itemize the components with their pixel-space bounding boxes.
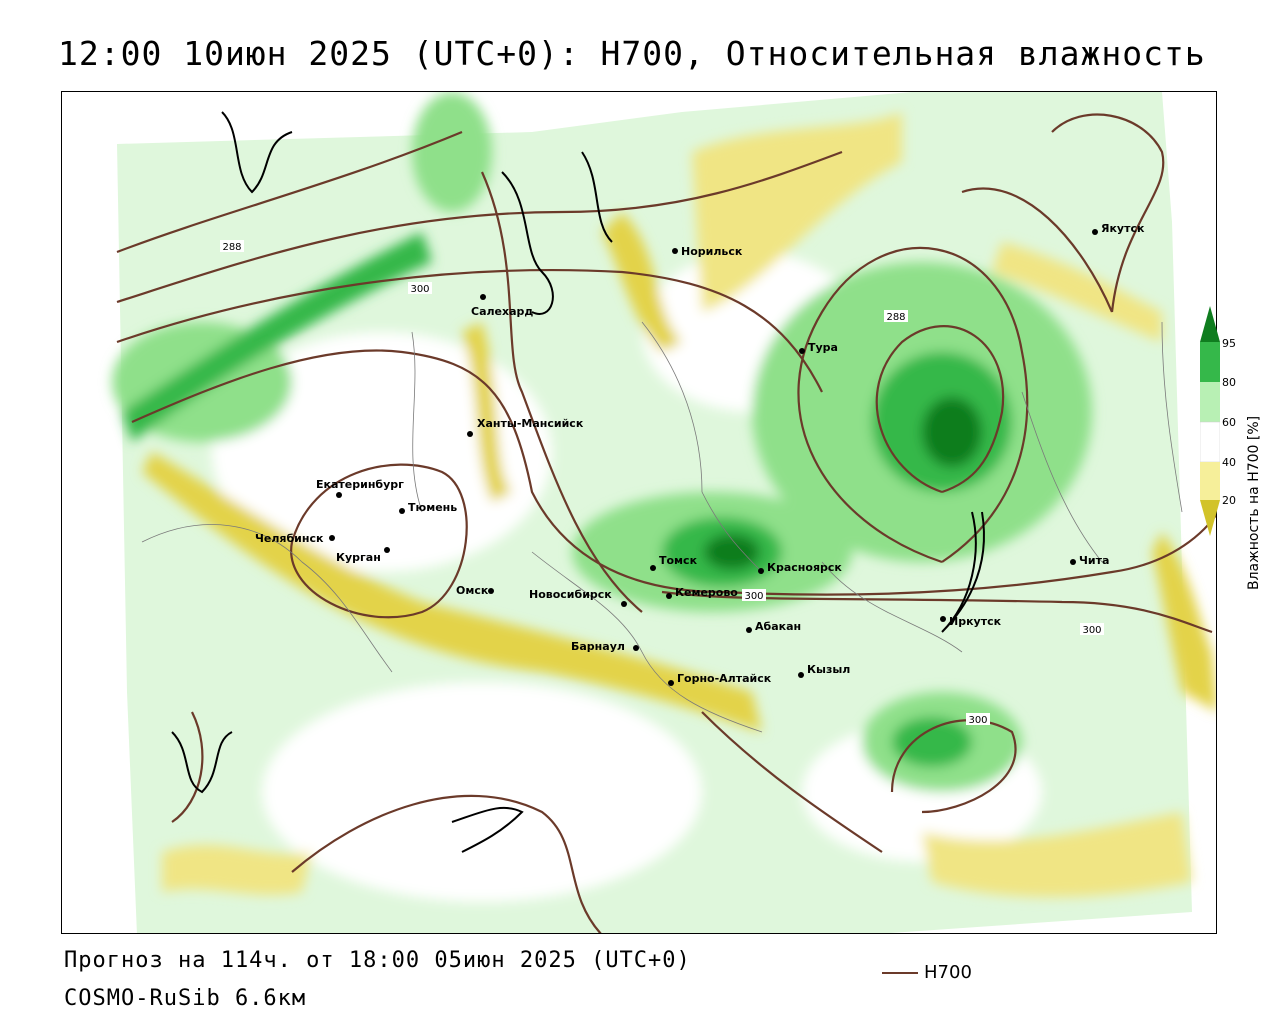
isohypse-label: 300 [744, 591, 763, 602]
city-label: Омск [456, 584, 489, 597]
isohypse-swatch [882, 971, 918, 974]
city-markers: Норильск Якутск Салехард Тура Ханты-Манс… [255, 222, 1145, 686]
isohypse-labels: 288 300 288 300 300 300 [220, 240, 1104, 726]
isohypse-label: 300 [1082, 625, 1101, 636]
colorbar-tick: 80 [1222, 376, 1236, 389]
city-label: Красноярск [767, 561, 842, 574]
model-name: COSMO-RuSib 6.6км [64, 986, 307, 1011]
city-label: Тура [808, 341, 838, 354]
colorbar-segment-80 [1200, 342, 1220, 382]
city-label: Салехард [471, 305, 533, 318]
city-label: Якутск [1101, 222, 1145, 235]
colorbar-title: Влажность на H700 [%] [1246, 415, 1262, 590]
dry-zones [112, 92, 1216, 902]
coastlines [171, 111, 985, 853]
isohypse-label: 288 [222, 242, 241, 253]
city-label: Новосибирск [529, 588, 612, 601]
humidity-map: 288 300 288 300 300 300 Норильск Якутск … [112, 92, 1216, 933]
isohypse-label: 288 [886, 312, 905, 323]
humidity-colorbar [1200, 306, 1220, 536]
isohypse-legend-label: H700 [924, 962, 972, 983]
city-label: Челябинск [255, 532, 324, 545]
colorbar-tick: 40 [1222, 456, 1236, 469]
colorbar-segment-0 [1200, 500, 1220, 536]
city-label: Абакан [755, 620, 801, 633]
city-label: Томск [659, 554, 698, 567]
city-label: Ханты-Мансийск [477, 417, 584, 430]
colorbar-tick: 60 [1222, 416, 1236, 429]
city-label: Горно-Алтайск [677, 672, 772, 685]
isohypse-legend: H700 [882, 962, 972, 983]
colorbar-segment-20 [1200, 462, 1220, 500]
h700-isohypses [116, 113, 1216, 933]
colorbar-tick: 95 [1222, 337, 1236, 350]
city-label: Екатеринбург [316, 478, 404, 491]
forecast-info: Прогноз на 114ч. от 18:00 05июн 2025 (UT… [64, 948, 691, 973]
city-label: Кызыл [807, 663, 850, 676]
city-label: Курган [336, 551, 381, 564]
chart-title: 12:00 10июн 2025 (UTC+0): H700, Относите… [58, 34, 1206, 73]
city-label: Кемерово [675, 586, 738, 599]
city-label: Чита [1079, 554, 1109, 567]
region-boundaries [141, 321, 1183, 733]
city-label: Тюмень [408, 501, 457, 514]
city-label: Барнаул [571, 640, 625, 653]
city-label: Иркутск [949, 615, 1002, 628]
isohypse-label: 300 [410, 284, 429, 295]
isohypse-label: 300 [968, 715, 987, 726]
colorbar-segment-60 [1200, 382, 1220, 422]
colorbar-tick: 20 [1222, 494, 1236, 507]
colorbar-segment-95 [1200, 306, 1220, 342]
colorbar-segment-40 [1200, 421, 1220, 463]
map-panel: 288 300 288 300 300 300 Норильск Якутск … [61, 91, 1217, 934]
city-label: Норильск [681, 245, 743, 258]
